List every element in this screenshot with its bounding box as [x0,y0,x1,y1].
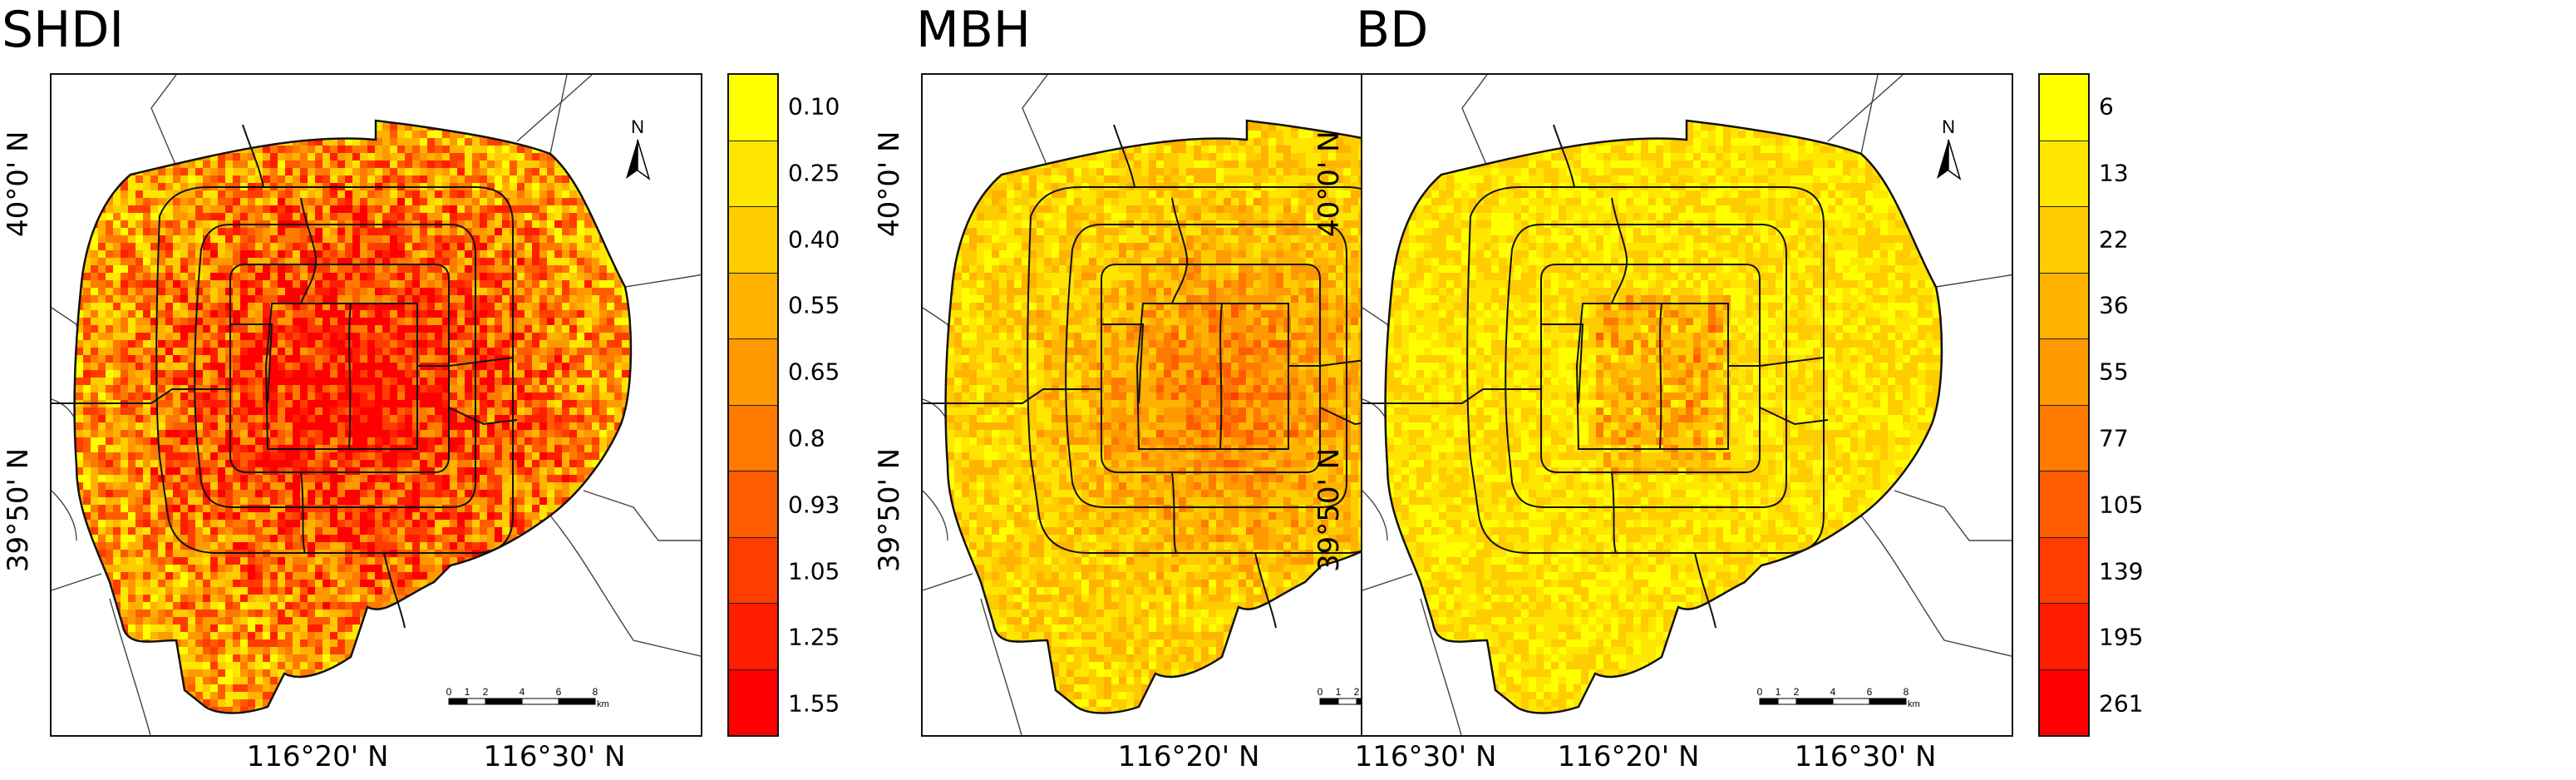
scale-tick-label: 4 [520,686,525,698]
scale-tick-label: 6 [556,686,562,698]
scale-bar: 0 1 2 4 6 8km [1757,686,1920,709]
scale-tick-label: 1 [1336,686,1342,698]
scale-tick-label: 1 [465,686,470,698]
legend-swatch [2040,405,2088,471]
legend-label: 0.10 [788,92,840,121]
panel-title: SHDI [2,1,125,59]
scale-tick-label: 6 [1867,686,1873,698]
legend-swatch [2040,604,2088,670]
legend-label: 0.8 [788,424,825,452]
legend-swatch [729,141,777,207]
legend-label: 13 [2099,159,2129,187]
legend-swatch [2040,339,2088,406]
legend-label: 55 [2099,358,2129,386]
legend-swatch [2040,273,2088,339]
scale-tick-label: 0 [1757,686,1763,698]
legend-label: 22 [2099,225,2129,253]
scale-bar: 0 1 2 4 6 8km [446,686,609,709]
panel-title: BD [1356,1,1429,59]
legend-labels: 0.10 0.25 0.40 0.55 0.65 0.8 0.93 1.05 1.25 1.55 [788,73,863,737]
north-arrow-icon: N [626,116,651,180]
legend-label: 77 [2099,424,2129,452]
legend-swatch [2040,75,2088,141]
panel-title: MBH [916,1,1032,59]
legend-label: 105 [2099,491,2144,519]
north-arrow-icon: N [1937,116,1962,180]
legend-swatch [2040,537,2088,604]
city-map: N 0 1 2 4 6 8km [52,75,701,735]
x-tick-label: 116°20' N [246,740,389,773]
scale-unit-label: km [1908,699,1920,709]
scale-tick-label: 1 [1776,686,1781,698]
north-label: N [631,116,644,137]
scale-tick-label: 4 [1830,686,1836,698]
legend-label: 1.55 [788,689,840,718]
scale-tick-label: 8 [1904,686,1909,698]
scale-tick-label: 0 [446,686,452,698]
scale-tick-label: 0 [1318,686,1323,698]
legend-label: 36 [2099,291,2129,319]
legend-swatch [729,537,777,604]
color-legend [2038,73,2090,737]
legend-swatch [2040,207,2088,274]
legend-label: 1.05 [788,557,840,585]
legend-swatch [2040,471,2088,538]
scale-tick-label: 2 [483,686,489,698]
legend-label: 0.65 [788,358,840,386]
legend-swatch [729,273,777,339]
color-legend [727,73,779,737]
legend-label: 139 [2099,557,2144,585]
legend-label: 0.25 [788,159,840,187]
x-tick-label: 116°30' N [1794,740,1937,773]
legend-label: 1.25 [788,623,840,651]
legend-swatch [729,471,777,538]
legend-swatch [729,604,777,670]
legend-label: 0.55 [788,291,840,319]
legend-swatch [729,75,777,141]
scale-tick-label: 8 [593,686,598,698]
legend-label: 261 [2099,689,2144,718]
legend-swatch [2040,141,2088,207]
legend-label: 6 [2099,92,2114,121]
map-panel-bd: BD N 0 1 2 4 6 8 km 40°0' N 39°50' N 116°20' N … [877,0,2143,780]
legend-label: 0.40 [788,225,840,253]
x-tick-label: 116°20' N [1117,740,1260,773]
north-label: N [1942,116,1955,137]
legend-swatch [729,339,777,406]
map-panel-shdi: SHDI N 0 1 2 4 6 8 km 40°0' N 39°50' N 116°20' … [0,0,864,780]
legend-swatch [729,405,777,471]
legend-swatch [729,669,777,735]
scale-tick-label: 2 [1354,686,1360,698]
legend-labels: 6 13 22 36 55 77 105 139 195 261 [2099,73,2174,737]
legend-label: 0.93 [788,491,840,519]
scale-tick-label: 2 [1794,686,1800,698]
legend-label: 195 [2099,623,2144,651]
legend-swatch [2040,669,2088,735]
x-tick-label: 116°30' N [483,740,626,773]
x-tick-label: 116°20' N [1557,740,1700,773]
legend-swatch [729,207,777,274]
scale-unit-label: km [597,699,609,709]
x-tick-label: 116°30' N [1354,740,1497,773]
city-map: N 0 1 2 4 6 8km [1362,75,2012,735]
